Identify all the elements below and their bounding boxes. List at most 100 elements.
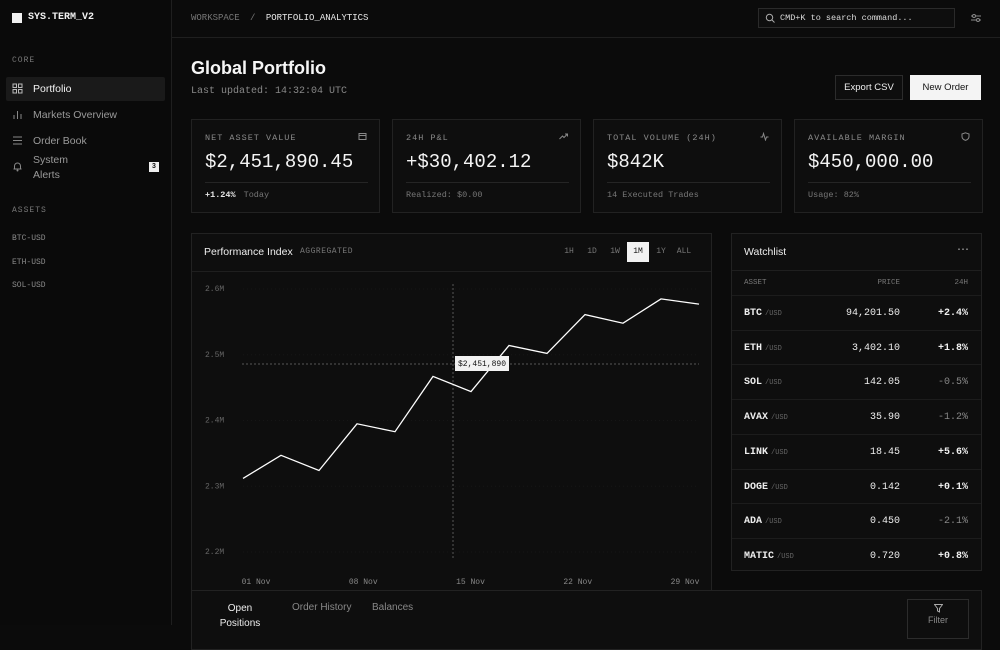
y-tick-label: 2.3M	[205, 482, 224, 491]
range-button[interactable]: 1H	[564, 247, 574, 256]
quote: /USD	[777, 552, 794, 561]
y-tick-label: 2.2M	[205, 548, 224, 557]
symbol: DOGE	[744, 481, 769, 493]
watchlist-row[interactable]: AVAX/USD 35.90 -1.2%	[732, 399, 981, 434]
nav-icon	[13, 162, 22, 172]
watchlist-row[interactable]: SOL/USD 142.05 -0.5%	[732, 364, 981, 399]
asset-symbol: ADA/USD	[744, 516, 782, 527]
range-button[interactable]: ALL	[676, 247, 692, 256]
stat-label: 24H P&L	[406, 133, 449, 143]
symbol: BTC	[744, 308, 763, 319]
last-updated: Last updated: 14:32:04 UTC	[191, 86, 348, 97]
search-icon	[765, 13, 775, 23]
asset-link[interactable]: ETH-USD	[12, 257, 46, 267]
price: 0.720	[869, 550, 900, 562]
x-tick-label: 22 Nov	[563, 578, 592, 587]
stat-icon	[358, 133, 367, 140]
export-button[interactable]: Export CSV	[835, 75, 903, 100]
symbol: AVAX	[744, 412, 769, 424]
range-button[interactable]: 1D	[587, 247, 597, 256]
y-tick-label: 2.5M	[205, 351, 224, 360]
page-title: Global Portfolio	[191, 58, 326, 78]
tab[interactable]: Order History	[292, 602, 352, 613]
asset-symbol: MATIC/USD	[744, 551, 794, 562]
nav-label: Portfolio	[33, 83, 72, 95]
watchlist-row[interactable]: ETH/USD 3,402.10 +1.8%	[732, 329, 981, 365]
symbol: ETH	[744, 342, 763, 354]
stat-foot: Realized: $0.00	[406, 190, 483, 200]
tab[interactable]: Balances	[372, 602, 414, 613]
nav-item[interactable]: Portfolio	[6, 77, 165, 101]
section-label: ASSETS	[12, 206, 47, 215]
asset-symbol: BTC/USD	[744, 308, 782, 319]
search-box[interactable]: CMD+K to search command...	[758, 8, 955, 28]
chart-panel: Performance Index AGGREGATED 1H 1D 1W 1M 1Y A…	[191, 233, 712, 591]
watchlist-panel: Watchlist ⋯ ASSET PRICE 24H BTC/USD 94,20…	[731, 233, 982, 571]
change: +2.4%	[937, 308, 968, 319]
divider	[808, 182, 971, 183]
nav-icon	[13, 136, 22, 145]
new-order-button[interactable]: New Order	[910, 75, 981, 100]
quote: /USD	[771, 414, 788, 423]
change: +0.8%	[937, 550, 968, 562]
stat-foot: Usage: 82%	[808, 190, 859, 200]
x-tick-label: 15 Nov	[456, 578, 485, 587]
tab[interactable]: Open Positions	[219, 603, 261, 629]
stat-card: NET ASSET VALUE $2,451,890.45 +1.24% Today	[191, 119, 380, 213]
watchlist-title: Watchlist	[744, 246, 787, 258]
asset-link[interactable]: SOL-USD	[12, 281, 46, 290]
divider	[732, 270, 981, 271]
stat-label: NET ASSET VALUE	[205, 133, 297, 143]
quote: /USD	[771, 483, 788, 492]
tooltip-label: $2,451,890	[458, 360, 506, 369]
breadcrumb-separator: /	[250, 13, 256, 23]
x-tick-label: 08 Nov	[349, 578, 378, 587]
stat-note: Usage: 82%	[808, 190, 860, 200]
symbol: ADA	[744, 516, 763, 528]
chart: 2.2M 2.3M 2.4M 2.5M 2.6M 01 Nov 08 Nov 15 Nov 22…	[205, 284, 700, 587]
topbar: WORKSPACE / PORTFOLIO_ANALYTICS CMD+K to…	[172, 0, 1000, 38]
quote: /USD	[765, 379, 782, 388]
range-button[interactable]: 1Y	[656, 247, 666, 256]
stat-note: 14 Executed Trades	[607, 190, 699, 200]
price: 94,201.50	[845, 308, 900, 319]
stat-foot: +1.24% Today	[205, 190, 269, 200]
nav-item[interactable]: Order Book	[6, 129, 165, 153]
asset-symbol: DOGE/USD	[744, 482, 788, 493]
price: 3,402.10	[851, 342, 900, 354]
range-button[interactable]: 1M	[627, 242, 649, 262]
breadcrumb-item[interactable]: WORKSPACE	[191, 13, 240, 23]
settings-icon[interactable]	[970, 12, 982, 24]
watchlist-row[interactable]: BTC/USD 94,201.50 +2.4%	[732, 295, 981, 330]
filter-button[interactable]: Filter	[907, 599, 969, 639]
stat-label: AVAILABLE MARGIN	[808, 133, 906, 143]
stat-label: TOTAL VOLUME (24H)	[607, 133, 717, 143]
section-label: CORE	[12, 56, 36, 65]
positions-panel: Open Positions Order History Balances Fi…	[191, 590, 982, 650]
column-header: 24H	[954, 279, 968, 287]
watchlist-row[interactable]: ADA/USD 0.450 -2.1%	[732, 503, 981, 538]
asset-symbol: LINK/USD	[744, 447, 788, 458]
price: 142.05	[863, 377, 900, 389]
nav-item[interactable]: Markets Overview	[6, 103, 165, 127]
divider	[205, 182, 368, 183]
watchlist-row[interactable]: LINK/USD 18.45 +5.6%	[732, 433, 981, 469]
watchlist-row[interactable]: DOGE/USD 0.142 +0.1%	[732, 468, 981, 504]
nav-item[interactable]: System Alerts 3	[6, 151, 165, 183]
sidebar: SYS.TERM_V2 CORE Portfolio Markets Overvi…	[0, 0, 172, 625]
watchlist-row[interactable]: MATIC/USD 0.720 +0.8%	[732, 537, 981, 573]
stat-icon	[760, 132, 769, 141]
change: +5.6%	[937, 446, 968, 458]
stat-icon	[559, 133, 568, 140]
range-button[interactable]: 1W	[610, 247, 620, 256]
column-header: ASSET	[744, 279, 767, 287]
more-menu[interactable]: ⋯	[957, 242, 970, 256]
nav-icon	[12, 83, 23, 94]
asset-link[interactable]: BTC-USD	[12, 234, 46, 243]
divider	[406, 182, 569, 183]
asset-symbol: SOL/USD	[744, 377, 782, 388]
price: 0.142	[869, 481, 900, 493]
stat-change: +1.24%	[205, 190, 236, 200]
quote: /USD	[765, 310, 782, 318]
